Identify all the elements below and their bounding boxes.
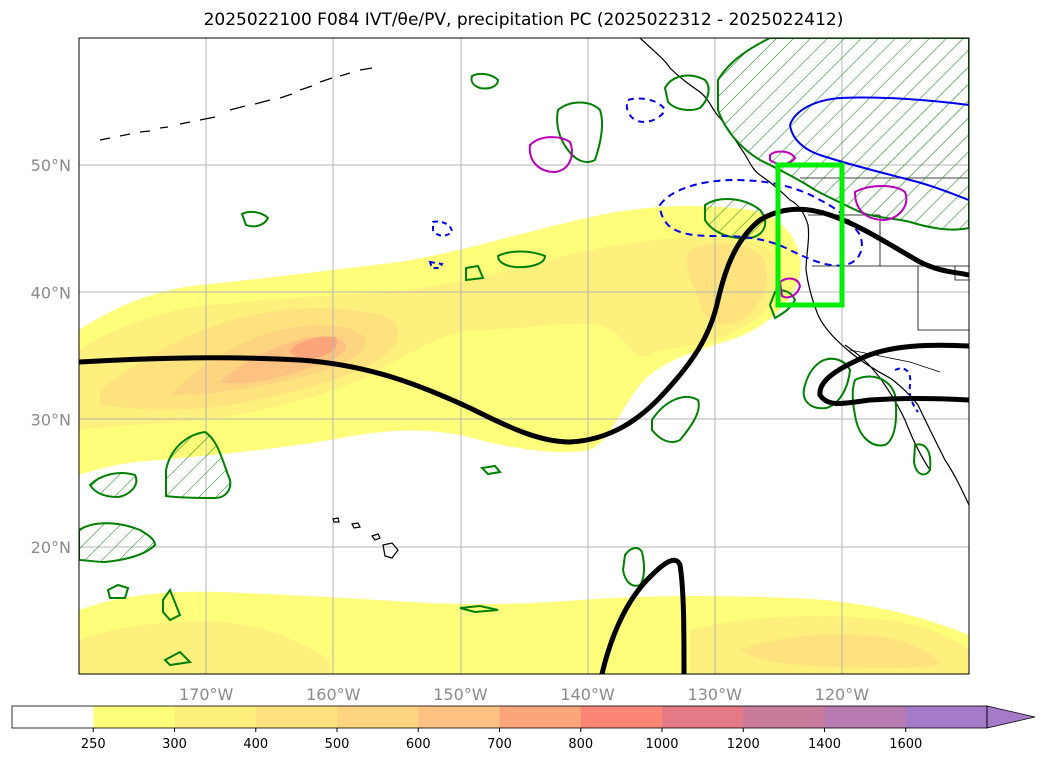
theta-e-south — [599, 557, 687, 674]
colorbar-tick-label: 600 — [406, 737, 431, 752]
colorbar-segment — [499, 706, 582, 728]
precip-west-3 — [465, 264, 485, 282]
pv-dashed-baja — [894, 367, 919, 413]
theta-e-contours — [79, 206, 969, 674]
precip-west-1 — [240, 210, 270, 228]
hawaii-maui — [371, 533, 381, 541]
colorbar-segment — [418, 706, 500, 728]
lat-tick-label: 20°N — [31, 538, 71, 557]
pv2-north — [769, 150, 797, 165]
colorbar-tick-label: 700 — [487, 737, 512, 752]
colorbar: 250 300 400 500 600 700 800 1000 1200 1400 1600 — [11, 705, 1036, 752]
precip-mid-4 — [651, 395, 700, 443]
pv2-east — [853, 185, 908, 222]
pv-contours — [428, 96, 969, 413]
colorbar-tick-label: 300 — [162, 737, 187, 752]
colorbar-tick-label: 1600 — [889, 737, 922, 752]
theta-e-main — [79, 206, 969, 445]
colorbar-segment — [662, 706, 744, 728]
ivt-400-region-east — [686, 243, 768, 325]
colorbar-tick-label: 500 — [325, 737, 350, 752]
pv2-island — [528, 136, 573, 174]
colorbar-segment — [255, 706, 338, 728]
precip-mid-6 — [621, 547, 646, 587]
precip-islands-1 — [556, 101, 604, 163]
colorbar-segment — [580, 706, 663, 728]
hawaii-kauai — [332, 517, 340, 523]
precip-south-3 — [163, 650, 193, 667]
precip-mid-2 — [88, 472, 138, 499]
colorbar-segment — [905, 706, 988, 728]
colorbar-segment — [174, 706, 257, 728]
precip-coastal — [663, 74, 710, 111]
colorbar-tick-label: 1400 — [808, 737, 841, 752]
colorbar-extend-arrow — [986, 705, 1036, 729]
precip-south-2 — [162, 587, 182, 622]
precip-baja-1 — [802, 357, 852, 410]
precip-mid-3 — [79, 522, 157, 564]
pv2-contours — [528, 136, 908, 299]
region-box — [775, 162, 845, 308]
precip-mid-5 — [479, 464, 502, 476]
pv-dashed-2 — [625, 97, 667, 123]
lat-tick-label: 40°N — [31, 283, 71, 302]
colorbar-tick-label: 800 — [568, 737, 593, 752]
ivt-700-region — [290, 336, 337, 359]
colorbar-segment — [12, 706, 94, 728]
theta-e-baja — [817, 342, 969, 406]
lon-tick-label: 160°W — [306, 685, 361, 704]
colorbar-tick-label: 250 — [81, 737, 106, 752]
colorbar-segment — [337, 706, 419, 728]
pv-dashed-1 — [658, 178, 863, 267]
colorbar-segment — [824, 706, 907, 728]
pv2-coast — [778, 277, 802, 299]
pv-solid-north — [789, 96, 969, 126]
colorbar-tick-label: 1000 — [645, 737, 678, 752]
map-border — [78, 37, 970, 675]
lon-tick-label: 140°W — [560, 685, 615, 704]
lon-tick-label: 170°W — [179, 685, 234, 704]
latitude-labels: 50°N 40°N 30°N 20°N — [31, 156, 71, 557]
map-title: 2025022100 F084 IVT/θe/PV, precipitation… — [203, 10, 844, 30]
lat-tick-label: 30°N — [31, 411, 71, 430]
precip-baja-3 — [912, 443, 932, 476]
lat-tick-label: 50°N — [31, 156, 71, 175]
ivt-400-south — [740, 634, 940, 669]
precip-contours — [79, 38, 969, 667]
lon-tick-label: 150°W — [433, 685, 488, 704]
precip-coastal-3 — [768, 289, 797, 320]
hawaii-oahu — [351, 522, 361, 529]
colorbar-tick-label: 1200 — [727, 737, 760, 752]
pv-solid-north-2 — [789, 124, 969, 201]
precip-south-4 — [459, 604, 499, 614]
longitude-labels: 170°W 160°W 150°W 140°W 130°W 120°W — [179, 685, 869, 704]
colorbar-segment — [93, 706, 175, 728]
colorbar-tick-label: 400 — [243, 737, 268, 752]
aleutian-chain — [99, 67, 373, 141]
colorbar-segment — [743, 706, 825, 728]
precip-south-1 — [106, 583, 130, 599]
ivt-300-south — [79, 616, 969, 674]
ivt-filled-contours — [79, 205, 969, 674]
precip-mid-1 — [165, 430, 232, 500]
precip-islands-2 — [470, 72, 500, 90]
lon-tick-label: 130°W — [688, 685, 743, 704]
precip-west-2 — [496, 250, 547, 269]
lon-tick-label: 120°W — [815, 685, 870, 704]
hawaii-big-island — [382, 542, 399, 559]
